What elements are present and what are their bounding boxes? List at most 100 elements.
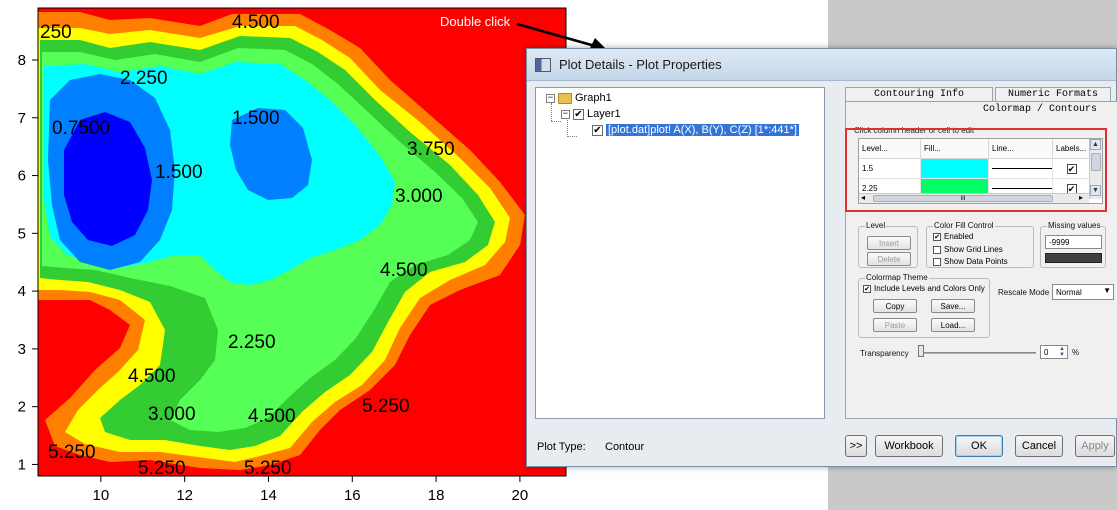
y-tick-label: 5: [18, 225, 26, 242]
labels-checkbox[interactable]: ✔: [1066, 183, 1077, 194]
cancel-button[interactable]: Cancel: [1015, 435, 1063, 457]
fill-swatch: [921, 159, 988, 178]
tree-item-graph[interactable]: − Graph1: [546, 91, 612, 105]
scroll-thumb[interactable]: [1091, 153, 1101, 171]
contour-label: 5.250: [48, 442, 96, 463]
grid-cell-level[interactable]: 1.5: [859, 159, 921, 179]
hscroll-thumb[interactable]: III: [873, 195, 1053, 202]
plot-type-value: Contour: [605, 441, 645, 453]
scroll-down-icon[interactable]: ▼: [1090, 185, 1101, 196]
line-sample: [992, 188, 1052, 189]
enabled-option[interactable]: ✔ Enabled: [933, 232, 973, 241]
grid-cell-fill[interactable]: [921, 159, 989, 179]
color-fill-title: Color Fill Control: [933, 221, 995, 230]
transparency-slider-thumb[interactable]: [918, 345, 924, 357]
double-click-annotation: Double click: [440, 14, 511, 29]
scroll-right-icon[interactable]: ▸: [1079, 193, 1084, 202]
delete-button[interactable]: Delete: [867, 252, 911, 266]
grid-hint: Click column header or cell to edit: [854, 126, 975, 135]
transparency-input[interactable]: 0: [1040, 345, 1068, 359]
contour-labels: 250 4.500 2.250 0.7500 1.500 1.500 3.750 3.000 4…: [40, 12, 455, 479]
tab-numeric-formats[interactable]: Numeric Formats: [995, 87, 1111, 101]
enabled-checkbox[interactable]: ✔: [933, 232, 941, 241]
transparency-spinner-icon[interactable]: ▲ ▼: [1059, 346, 1065, 358]
contour-label: 250: [40, 22, 72, 43]
y-axis: 1 2 3 4 5 6 7 8: [18, 52, 38, 473]
contour-label: 4.500: [248, 406, 296, 427]
grid-cell-labels[interactable]: ✔: [1053, 159, 1091, 179]
tree-graph-label: Graph1: [575, 92, 612, 104]
colormap-theme-title: Colormap Theme: [865, 273, 929, 282]
rescale-mode-select[interactable]: Normal ▼: [1052, 284, 1114, 300]
grid-header-fill[interactable]: Fill...: [921, 139, 989, 159]
contour-label: 5.250: [362, 396, 410, 417]
contour-label: 2.250: [120, 68, 168, 89]
grid-header-labels[interactable]: Labels...: [1053, 139, 1091, 159]
show-data-points-option[interactable]: Show Data Points: [933, 257, 1008, 266]
show-data-points-label: Show Data Points: [944, 257, 1008, 266]
plot-checkbox[interactable]: ✔: [592, 124, 603, 136]
scroll-up-icon[interactable]: ▲: [1090, 139, 1101, 150]
ok-button[interactable]: OK: [955, 435, 1003, 457]
workbook-button[interactable]: Workbook: [875, 435, 943, 457]
grid-header-level[interactable]: Level...: [859, 139, 921, 159]
copy-button[interactable]: Copy: [873, 299, 917, 313]
transparency-unit: %: [1072, 348, 1080, 357]
apply-button[interactable]: Apply: [1075, 435, 1115, 457]
labels-checkbox[interactable]: ✔: [1066, 163, 1077, 174]
contour-label: 5.250: [138, 458, 186, 479]
transparency-slider-track[interactable]: [918, 352, 1036, 354]
contour-label: 0.7500: [52, 118, 110, 139]
plot-details-dialog: Plot Details - Plot Properties − Graph1 …: [526, 48, 1117, 467]
collapse-icon[interactable]: −: [546, 92, 555, 103]
color-fill-group: Color Fill Control ✔ Enabled Show Grid Li…: [926, 221, 1034, 268]
paste-button[interactable]: Paste: [873, 318, 917, 332]
grid-horizontal-scrollbar[interactable]: ◂ III ▸: [859, 193, 1089, 203]
arrow-icon: [516, 22, 607, 50]
contour-label: 5.250: [244, 458, 292, 479]
contour-region-darkblue: [64, 112, 152, 246]
tab-contouring-info[interactable]: Contouring Info: [845, 87, 993, 101]
save-button[interactable]: Save...: [931, 299, 975, 313]
contour-label: 4.500: [128, 366, 176, 387]
expand-button[interactable]: >>: [845, 435, 867, 457]
grid-header-line[interactable]: Line...: [989, 139, 1053, 159]
tree-item-plot[interactable]: ✔ [plot.dat]plot! A(X), B(Y), C(Z) [1*:4…: [592, 123, 799, 137]
app-icon: [535, 57, 551, 72]
missing-value-color[interactable]: [1045, 253, 1102, 263]
show-grid-lines-option[interactable]: Show Grid Lines: [933, 245, 1003, 254]
show-data-points-checkbox[interactable]: [933, 257, 941, 266]
colormap-grid[interactable]: Level... Fill... Line... Labels... 1.5 ✔…: [858, 138, 1103, 204]
collapse-icon[interactable]: −: [561, 108, 570, 119]
include-checkbox[interactable]: ✔: [863, 284, 871, 293]
show-grid-lines-label: Show Grid Lines: [944, 245, 1003, 254]
contour-label: 1.500: [232, 108, 280, 129]
load-button[interactable]: Load...: [931, 318, 975, 332]
y-tick-label: 4: [18, 283, 26, 300]
layer-checkbox[interactable]: ✔: [573, 108, 584, 120]
line-sample: [992, 168, 1052, 169]
grid-cell-line[interactable]: [989, 159, 1053, 179]
plot-type-label: Plot Type:: [537, 441, 586, 453]
include-option[interactable]: ✔ Include Levels and Colors Only: [863, 284, 985, 293]
grid-vertical-scrollbar[interactable]: ▲ ▼: [1089, 139, 1102, 199]
plot-tree[interactable]: − Graph1 − ✔ Layer1 ✔ [plot.dat]plot! A(…: [535, 87, 825, 419]
contour-label: 3.000: [148, 404, 196, 425]
pane-title: Colormap / Contours: [982, 104, 1097, 115]
insert-button[interactable]: Insert: [867, 236, 911, 250]
contour-label: 3.750: [407, 139, 455, 160]
tree-item-layer[interactable]: − ✔ Layer1: [561, 107, 621, 121]
folder-icon: [558, 92, 572, 104]
level-group: Level Insert Delete: [858, 221, 918, 268]
x-tick-label: 10: [93, 487, 110, 504]
x-tick-label: 18: [428, 487, 445, 504]
show-grid-lines-checkbox[interactable]: [933, 245, 941, 254]
scroll-left-icon[interactable]: ◂: [861, 193, 866, 202]
missing-value-input[interactable]: -9999: [1045, 235, 1102, 249]
dialog-titlebar[interactable]: Plot Details - Plot Properties: [527, 49, 1116, 81]
enabled-label: Enabled: [944, 232, 974, 241]
x-tick-label: 14: [260, 487, 277, 504]
colormap-theme-group: Colormap Theme ✔ Include Levels and Color…: [858, 273, 990, 338]
transparency-label: Transparency: [860, 349, 909, 358]
